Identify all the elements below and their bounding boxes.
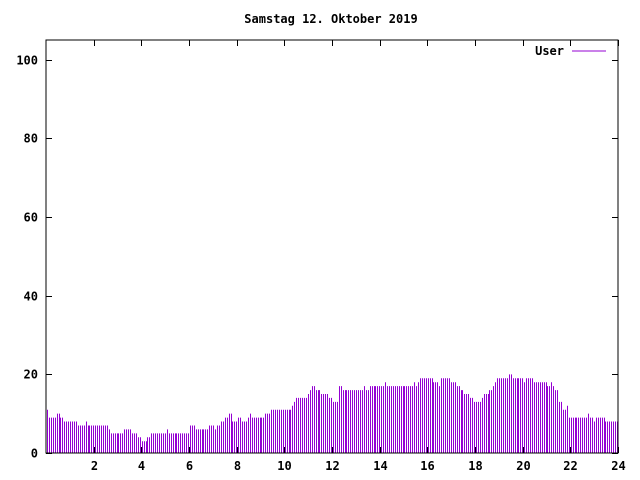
x-tick-label: 16: [420, 459, 434, 473]
x-tick-label: 2: [91, 459, 98, 473]
y-tick-label: 20: [24, 368, 38, 382]
y-tick-label: 60: [24, 211, 38, 225]
x-tick-label: 4: [138, 459, 145, 473]
y-tick-label: 100: [16, 54, 38, 68]
x-tick-label: 24: [611, 459, 625, 473]
x-tick-label: 14: [373, 459, 387, 473]
x-tick-label: 6: [186, 459, 193, 473]
plot-bars: [47, 374, 618, 453]
chart-title: Samstag 12. Oktober 2019: [244, 12, 417, 26]
x-tick-label: 10: [277, 459, 291, 473]
x-tick-label: 12: [325, 459, 339, 473]
plot-frame: [45, 39, 619, 454]
x-tick-label: 20: [516, 459, 530, 473]
legend-label-user: User: [535, 44, 564, 58]
x-tick-label: 8: [234, 459, 241, 473]
legend: User: [535, 44, 606, 58]
y-tick-label: 0: [31, 447, 38, 461]
x-tick-label: 18: [468, 459, 482, 473]
x-tick-label: 22: [563, 459, 577, 473]
y-tick-label: 40: [24, 290, 38, 304]
y-tick-label: 80: [24, 132, 38, 146]
